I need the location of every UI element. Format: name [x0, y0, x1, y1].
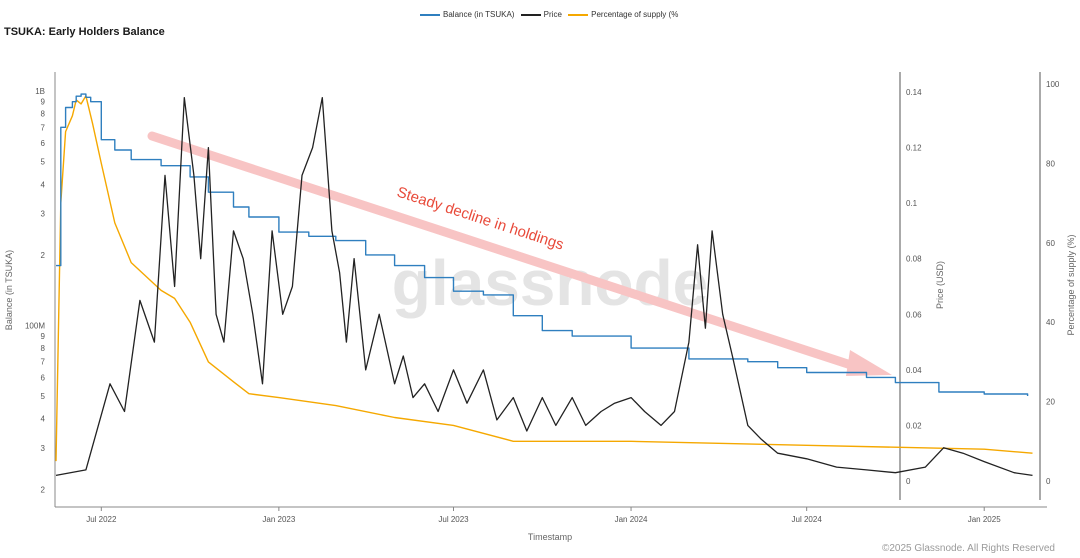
y-price-tick-label: 0.08 [906, 255, 922, 264]
series-percentage-line [55, 95, 1033, 462]
y-left-tick-label: 7 [41, 123, 46, 132]
legend-swatch-price [520, 13, 541, 16]
y-left-axis-title: Balance (in TSUKA) [4, 250, 14, 330]
legend-item-percentage[interactable]: Percentage of supply (% [568, 10, 678, 19]
y-price-tick-label: 0.14 [906, 88, 922, 97]
y-price-tick-label: 0.04 [906, 366, 922, 375]
y-left-tick-label: 9 [41, 332, 46, 341]
y-percentage-tick-label: 80 [1046, 159, 1055, 168]
y-percentage-tick-label: 40 [1046, 318, 1055, 327]
y-left-tick-label: 6 [41, 373, 46, 382]
trend-arrow-head [846, 350, 892, 376]
y-price-tick-label: 0.02 [906, 421, 922, 430]
x-tick-label: Jan 2023 [262, 515, 295, 524]
y-left-tick-label: 5 [41, 392, 46, 401]
y-left-tick-label: 1B [35, 87, 45, 96]
legend-item-balance[interactable]: Balance (in TSUKA) [420, 10, 514, 19]
y-percentage-tick-label: 0 [1046, 477, 1051, 486]
y-left-tick-label: 3 [41, 444, 46, 453]
chart-title: TSUKA: Early Holders Balance [4, 26, 165, 38]
legend-swatch-percentage [568, 13, 589, 16]
trend-arrow-line [147, 131, 865, 373]
legend-label-price: Price [543, 10, 562, 19]
y-percentage-tick-label: 60 [1046, 239, 1055, 248]
y-percentage-axis-title: Percentage of supply (%) [1066, 234, 1076, 335]
y-price-tick-label: 0.12 [906, 144, 922, 153]
x-axis-title: Timestamp [528, 532, 572, 542]
y-left-tick-label: 7 [41, 358, 46, 367]
series-balance-line [56, 93, 1029, 396]
y-left-tick-label: 100M [25, 321, 45, 330]
legend-label-percentage: Percentage of supply (% [591, 10, 679, 19]
y-percentage-tick-label: 20 [1046, 398, 1055, 407]
y-left-tick-label: 4 [41, 180, 46, 189]
y-price-tick-label: 0 [906, 477, 911, 486]
y-left-tick-label: 8 [41, 110, 46, 119]
y-price-tick-label: 0.1 [906, 199, 918, 208]
y-left-tick-label: 3 [41, 210, 46, 219]
y-price-axis-title: Price (USD) [935, 261, 945, 309]
copyright-footer: ©2025 Glassnode. All Rights Reserved [881, 543, 1055, 554]
y-price-tick-label: 0.06 [906, 310, 922, 319]
y-left-tick-label: 8 [41, 344, 46, 353]
x-tick-label: Jul 2023 [438, 515, 469, 524]
y-left-tick-label: 4 [41, 415, 46, 424]
y-percentage-tick-label: 100 [1046, 80, 1060, 89]
x-tick-label: Jan 2025 [968, 515, 1001, 524]
y-left-tick-label: 5 [41, 158, 46, 167]
legend-swatch-balance [420, 13, 440, 16]
y-left-tick-label: 9 [41, 98, 46, 107]
y-left-tick-label: 6 [41, 139, 46, 148]
watermark: glassnode [392, 247, 709, 319]
series-price-line [55, 96, 1033, 477]
x-tick-label: Jul 2022 [86, 515, 117, 524]
legend: Balance (in TSUKA) Price Percentage of s… [420, 10, 682, 19]
x-tick-label: Jul 2024 [792, 515, 823, 524]
legend-item-price[interactable]: Price [520, 10, 562, 19]
legend-label-balance: Balance (in TSUKA) [443, 10, 515, 19]
y-left-tick-label: 2 [41, 251, 46, 260]
x-tick-label: Jan 2024 [615, 515, 648, 524]
y-left-tick-label: 2 [41, 485, 46, 494]
